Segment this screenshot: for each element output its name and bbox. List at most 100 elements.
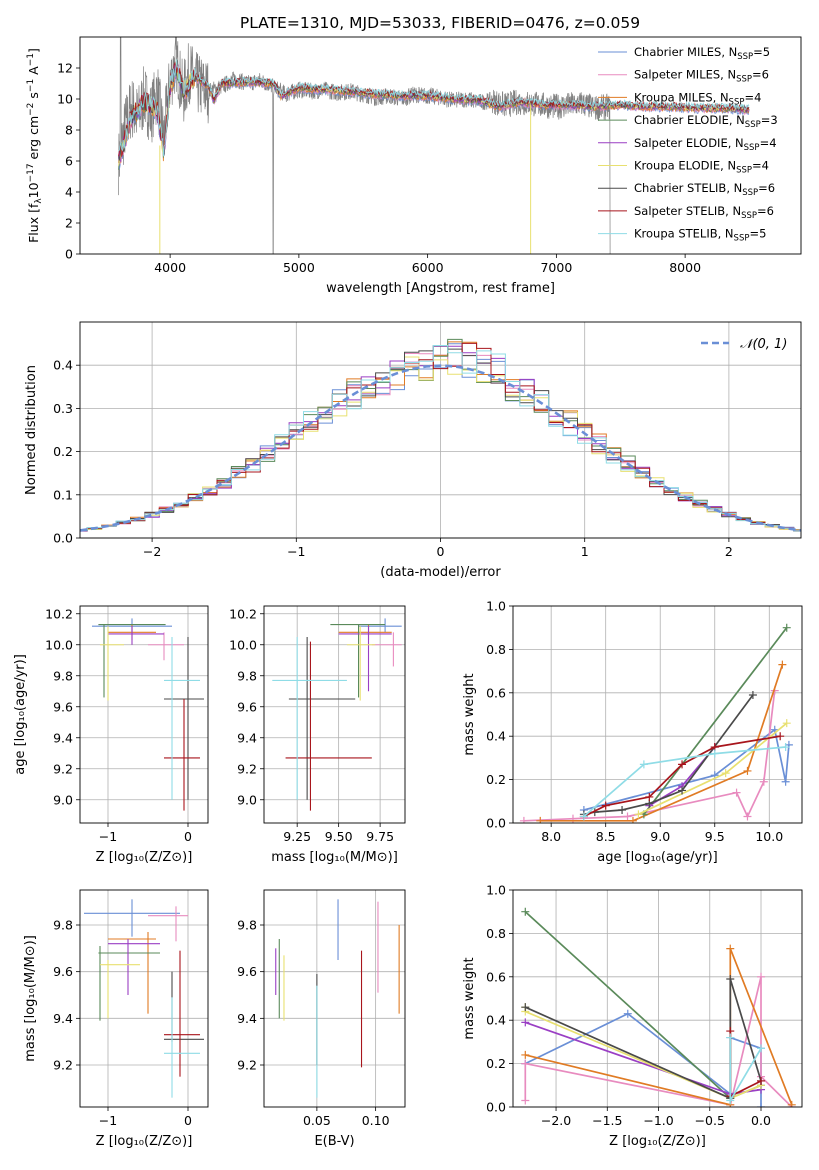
weight-marker [678,786,687,795]
plot-area [118,37,750,254]
plot-area [84,899,204,1098]
y-tick-label: 1.0 [486,599,506,614]
x-tick-label: 9.0 [650,829,670,844]
panel-mass-vs-EBV: 0.05 0.10 9.2 9.4 9.6 9.8 E(B-V) [237,889,406,1149]
panel-mass-vs-Z: −1 0 9.2 9.4 9.6 9.8 Z [log₁₀(Z/Z⊙)] mass [log₁… [23,889,209,1149]
weight-line-7 [524,978,762,1100]
x-tick-label: −2 [143,544,161,559]
weight-line-6 [524,1007,762,1100]
weight-marker [748,690,757,699]
weight-marker [710,749,719,758]
legend-sub: SSP [736,75,752,85]
legend-sub: SSP [744,143,760,153]
normal-curve [80,364,801,532]
axes-frame [79,321,802,539]
plot-area [80,338,801,532]
legend-tail: =5 [749,227,766,241]
y-tick-label: 0.2 [486,1056,506,1071]
y-tick-label: 9.8 [53,918,73,933]
weight-marker [645,792,654,801]
weight-line-7 [583,694,754,816]
x-tick-label: −1 [287,544,305,559]
label-part: −1 [26,79,36,92]
label-part: 10 [26,182,41,198]
legend-tail: =6 [757,204,774,218]
y-tick-label: 12 [57,61,73,76]
legend-entry: Kroupa STELIB, NSSP=5 [634,227,766,244]
weight-marker [726,1096,735,1105]
x-tick-label: 0 [184,829,192,844]
y-axis-label: mass weight [462,957,477,1039]
legend-sub: SSP [729,97,745,107]
panel-weight-vs-Z: −2.0 −1.5 −1.0 −0.5 0.0 0.0 0.2 0.4 0.6 0.8 1.0 Z [… [462,883,803,1149]
x-tick-label: 9.5 [705,829,725,844]
x-tick-label: 1 [581,544,589,559]
y-tick-label: 10.0 [229,637,257,652]
legend-sub: SSP [734,234,750,244]
weight-line-9 [583,746,786,818]
panel-age-vs-mass: 9.25 9.50 9.75 9.0 9.2 9.4 9.6 9.8 10.0 10.2 mass … [229,605,406,865]
x-tick-label: 9.25 [283,829,311,844]
weight-marker [623,1009,632,1018]
weight-marker [579,812,588,821]
y-tick-label: 8 [65,123,73,138]
x-axis-label: Z [log₁₀(Z/Z⊙)] [96,850,193,865]
y-tick-label: 10.2 [229,606,257,621]
label-part: ] [26,48,41,53]
x-tick-label: 8.5 [596,829,616,844]
axes-frame [79,889,209,1108]
y-tick-label: 0.0 [486,1100,506,1115]
y-tick-label: 9.8 [237,668,257,683]
weight-line-8 [583,735,781,818]
weight-marker [778,660,787,669]
weight-marker [634,810,643,819]
legend-entry: Salpeter STELIB, NSSP=6 [634,204,774,221]
weight-marker [521,1018,530,1027]
weight-marker [639,760,648,769]
y-tick-label: 9.2 [53,761,73,776]
legend-entry: 𝒩(0, 1) [740,337,787,352]
y-tick-label: 9.2 [237,761,257,776]
axes-frame [512,889,803,1108]
legend-entry: Chabrier MILES, NSSP=5 [634,45,770,62]
weight-marker [782,719,791,728]
weight-marker [536,816,545,823]
weight-marker [776,732,785,741]
legend-main: Salpeter STELIB, N [634,204,741,218]
y-tick-label: 0 [65,247,73,262]
x-tick-label: 9.75 [366,829,394,844]
y-tick-label: 4 [65,185,73,200]
y-tick-label: 0.4 [53,358,73,373]
y-tick-label: 0.4 [486,729,506,744]
plot-area [519,623,793,823]
y-tick-label: 9.6 [237,964,257,979]
y-axis-label: age [log₁₀(age/yr)] [13,654,28,775]
x-tick-label: 0 [184,1113,192,1128]
legend-tail: =6 [758,181,775,195]
legend-main: Kroupa ELODIE, N [634,159,736,173]
y-axis-label: mass weight [462,673,477,755]
y-tick-label: 9.4 [237,1011,257,1026]
weight-line-4 [643,627,788,815]
plot-area [272,618,402,811]
histogram-9 [80,345,801,532]
legend-entry: Kroupa MILES, NSSP=4 [634,90,761,107]
legend-main: Kroupa MILES, N [634,90,729,104]
x-tick-label: 9.50 [325,829,353,844]
legend-main: Salpeter MILES, N [634,68,736,82]
model-line-9 [118,59,750,157]
weight-marker [782,623,791,632]
y-tick-label: 0.0 [53,531,73,546]
weight-marker [757,1076,766,1085]
y-tick-label: 9.4 [53,1011,73,1026]
y-tick-label: 2 [65,216,73,231]
weight-marker [759,777,768,786]
label-part: A [26,66,41,79]
y-tick-label: 9.0 [237,792,257,807]
y-axis-label: Normed distribution [24,365,39,495]
legend-sub: SSP [745,120,761,130]
legend-main: Salpeter ELODIE, N [634,136,744,150]
legend-tail: =5 [753,45,770,59]
weight-marker [521,1003,530,1012]
weight-marker [726,974,735,983]
